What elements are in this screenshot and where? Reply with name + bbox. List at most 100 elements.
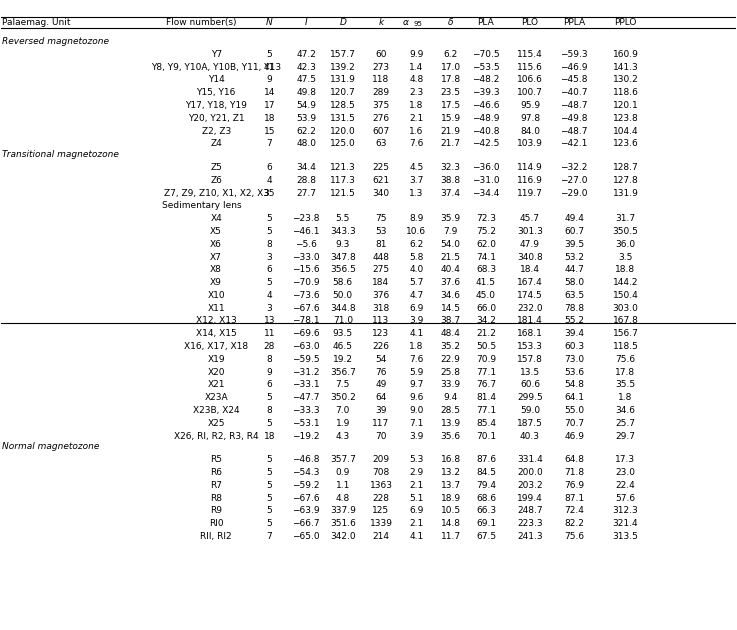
Text: PLA: PLA: [478, 18, 495, 28]
Text: 13.2: 13.2: [441, 468, 461, 477]
Text: 301.3: 301.3: [517, 227, 543, 236]
Text: 18.8: 18.8: [615, 265, 635, 274]
Text: 708: 708: [372, 468, 390, 477]
Text: −48.7: −48.7: [560, 101, 588, 110]
Text: −70.5: −70.5: [472, 50, 500, 59]
Text: −31.0: −31.0: [472, 176, 500, 185]
Text: 47.9: 47.9: [520, 240, 540, 249]
Text: 9.4: 9.4: [444, 393, 458, 402]
Text: 77.1: 77.1: [476, 406, 496, 415]
Text: 14.5: 14.5: [441, 304, 461, 312]
Text: −53.1: −53.1: [293, 419, 320, 428]
Text: X11: X11: [207, 304, 225, 312]
Text: Transitional magnetozone: Transitional magnetozone: [2, 150, 119, 159]
Text: 75.2: 75.2: [476, 227, 496, 236]
Text: RI0: RI0: [209, 519, 223, 528]
Text: 4.8: 4.8: [335, 494, 350, 503]
Text: 69.1: 69.1: [476, 519, 496, 528]
Text: 50.0: 50.0: [332, 291, 353, 300]
Text: δ: δ: [448, 18, 453, 28]
Text: 117: 117: [372, 419, 390, 428]
Text: 75.6: 75.6: [564, 532, 584, 541]
Text: 35.5: 35.5: [615, 381, 635, 389]
Text: 118.5: 118.5: [612, 342, 638, 351]
Text: 1.8: 1.8: [618, 393, 632, 402]
Text: 35.6: 35.6: [441, 432, 461, 440]
Text: −69.6: −69.6: [293, 329, 320, 338]
Text: 14.8: 14.8: [441, 519, 461, 528]
Text: 60.7: 60.7: [564, 227, 584, 236]
Text: 71.0: 71.0: [332, 316, 353, 326]
Text: 114.9: 114.9: [517, 163, 543, 172]
Text: Normal magnetozone: Normal magnetozone: [2, 442, 99, 452]
Text: −53.5: −53.5: [472, 62, 500, 72]
Text: 66.3: 66.3: [476, 507, 496, 515]
Text: 50.5: 50.5: [476, 342, 496, 351]
Text: 32.3: 32.3: [441, 163, 461, 172]
Text: 343.3: 343.3: [330, 227, 356, 236]
Text: 13.9: 13.9: [441, 419, 461, 428]
Text: 93.5: 93.5: [332, 329, 353, 338]
Text: X7: X7: [210, 253, 222, 261]
Text: 1339: 1339: [369, 519, 393, 528]
Text: X21: X21: [207, 381, 225, 389]
Text: 131.9: 131.9: [612, 188, 638, 198]
Text: X23B, X24: X23B, X24: [193, 406, 240, 415]
Text: 71.8: 71.8: [564, 468, 584, 477]
Text: 39.5: 39.5: [564, 240, 584, 249]
Text: 87.1: 87.1: [564, 494, 584, 503]
Text: 153.3: 153.3: [517, 342, 543, 351]
Text: −19.2: −19.2: [293, 432, 320, 440]
Text: 48.4: 48.4: [441, 329, 461, 338]
Text: k: k: [378, 18, 383, 28]
Text: −33.0: −33.0: [293, 253, 320, 261]
Text: −46.8: −46.8: [293, 455, 320, 464]
Text: 17.8: 17.8: [615, 368, 635, 377]
Text: 123: 123: [372, 329, 390, 338]
Text: 73.0: 73.0: [564, 355, 584, 364]
Text: −48.2: −48.2: [472, 76, 500, 84]
Text: 19.2: 19.2: [333, 355, 353, 364]
Text: 184: 184: [372, 278, 390, 287]
Text: 139.2: 139.2: [330, 62, 356, 72]
Text: 116.9: 116.9: [517, 176, 543, 185]
Text: 350.2: 350.2: [330, 393, 356, 402]
Text: 8: 8: [267, 355, 272, 364]
Text: 17.5: 17.5: [441, 101, 461, 110]
Text: 621: 621: [372, 176, 390, 185]
Text: 55.2: 55.2: [564, 316, 584, 326]
Text: 70.1: 70.1: [476, 432, 496, 440]
Text: 63: 63: [375, 139, 387, 148]
Text: 303.0: 303.0: [612, 304, 638, 312]
Text: −67.6: −67.6: [293, 494, 320, 503]
Text: R6: R6: [210, 468, 222, 477]
Text: −46.9: −46.9: [560, 62, 588, 72]
Text: 226: 226: [372, 342, 389, 351]
Text: X8: X8: [210, 265, 222, 274]
Text: X26, RI, R2, R3, R4: X26, RI, R2, R3, R4: [174, 432, 259, 440]
Text: 123.8: 123.8: [612, 114, 638, 123]
Text: 5.9: 5.9: [409, 368, 424, 377]
Text: 2.1: 2.1: [409, 481, 423, 490]
Text: 41: 41: [264, 62, 275, 72]
Text: 4: 4: [267, 176, 272, 185]
Text: 5: 5: [267, 507, 272, 515]
Text: 275: 275: [372, 265, 390, 274]
Text: 130.2: 130.2: [612, 76, 638, 84]
Text: 35: 35: [264, 188, 275, 198]
Text: 59.0: 59.0: [520, 406, 540, 415]
Text: R5: R5: [210, 455, 222, 464]
Text: PLO: PLO: [522, 18, 539, 28]
Text: Y17, Y18, Y19: Y17, Y18, Y19: [185, 101, 247, 110]
Text: 2.1: 2.1: [409, 519, 423, 528]
Text: 2.1: 2.1: [409, 114, 423, 123]
Text: 4.8: 4.8: [409, 76, 423, 84]
Text: 34.2: 34.2: [476, 316, 496, 326]
Text: X16, X17, X18: X16, X17, X18: [184, 342, 248, 351]
Text: 82.2: 82.2: [564, 519, 584, 528]
Text: −66.7: −66.7: [293, 519, 320, 528]
Text: −33.1: −33.1: [293, 381, 320, 389]
Text: 1.8: 1.8: [409, 342, 424, 351]
Text: 347.8: 347.8: [330, 253, 356, 261]
Text: 167.8: 167.8: [612, 316, 638, 326]
